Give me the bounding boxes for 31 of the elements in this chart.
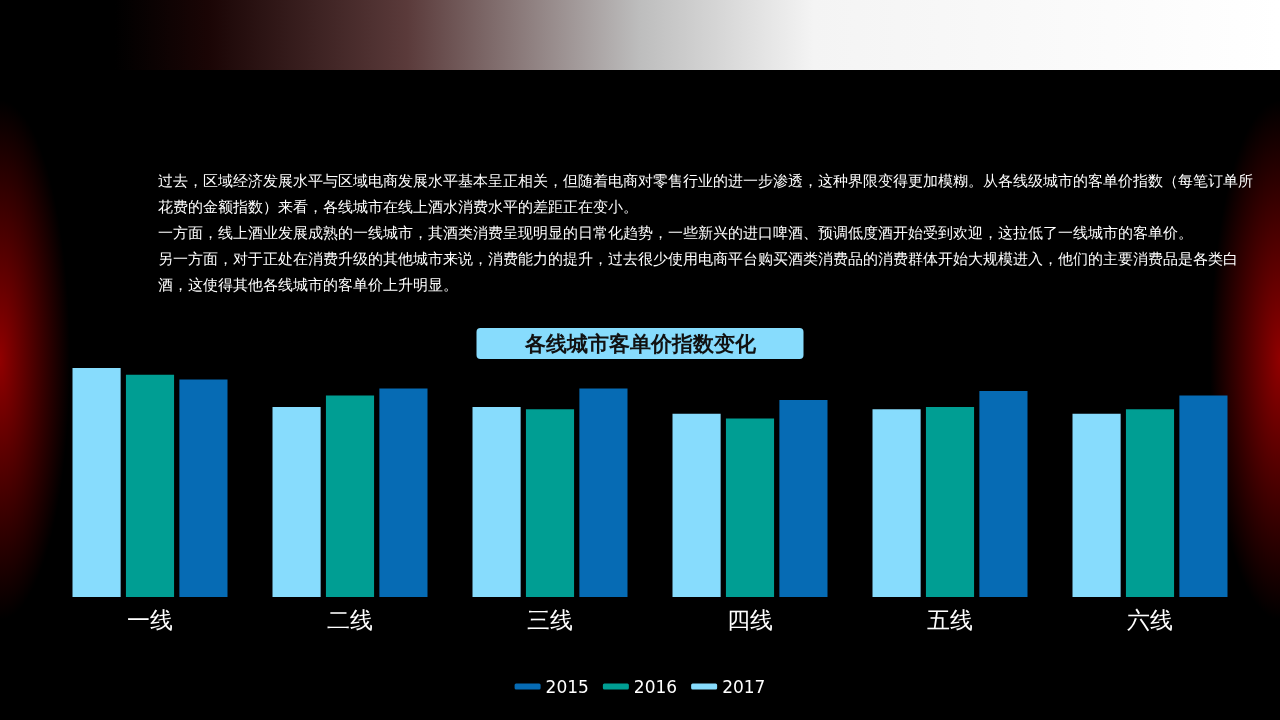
legend-label: 2015: [545, 676, 589, 697]
bar: [179, 379, 228, 597]
bar: [779, 400, 828, 597]
bar: [725, 418, 775, 597]
bar: [1125, 409, 1175, 597]
bar: [525, 409, 575, 597]
legend-label: 2017: [722, 676, 766, 697]
legend-label: 2016: [633, 676, 678, 697]
x-tick-label: 五线: [927, 606, 973, 633]
bar: [1179, 395, 1228, 597]
bar: [1072, 413, 1121, 597]
x-tick-label: 二线: [327, 606, 373, 633]
text: 一方面，线上酒业发展成熟的一线城市，其酒类消费呈现明显的日常化趋势，一些新兴的进口啤酒、预调低度酒开始受到欢迎，这拉低了一线城市的客单价。: [158, 223, 1194, 244]
x-tick-label: 三线: [527, 606, 573, 633]
x-tick-label: 六线: [1127, 606, 1173, 633]
text: 过去，区域经济发展水平与区域电商发展水平基本呈正相关，但随着电商对零售行业的进一步渗透，这种界限变得更加模糊。从各线级城市的客单价指数（每笔订单所花费的金额指数）来看，各线城市在线上酒水消费水平的差距正在变小。: [158, 171, 1253, 218]
text: 另一方面，对于正处在消费升级的其他城市来说，消费能力的提升，过去很少使用电商平台购买酒类消费品的消费群体开始大规模进入，他们的主要消费品是各类白酒，这使得其他各线城市的客单价上升明显。: [158, 249, 1239, 296]
bar: [579, 388, 628, 597]
bar: [472, 406, 521, 597]
bar: [872, 409, 921, 597]
bar: [325, 395, 375, 597]
bar: [379, 388, 428, 597]
chart-title: 各线城市客单价指数变化: [523, 331, 757, 356]
bar: [272, 406, 321, 597]
bar: [72, 368, 121, 597]
bar: [979, 390, 1028, 597]
x-tick-label: 一线: [127, 606, 173, 633]
bar: [125, 374, 175, 597]
bar: [925, 406, 975, 597]
x-tick-label: 四线: [727, 606, 773, 633]
bar: [672, 413, 721, 597]
